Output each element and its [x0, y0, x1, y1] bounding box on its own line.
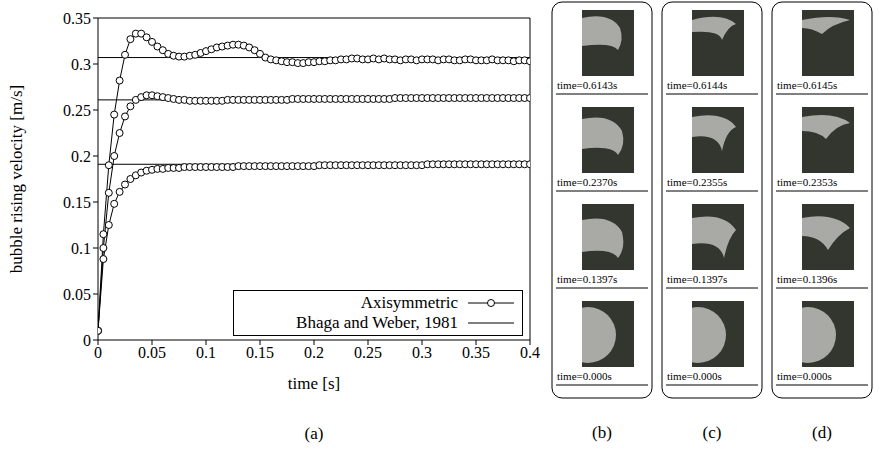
- svg-text:0.3: 0.3: [412, 344, 432, 361]
- svg-text:0.3: 0.3: [71, 56, 91, 73]
- svg-text:0: 0: [94, 344, 102, 361]
- svg-text:time=0.1396s: time=0.1396s: [777, 273, 837, 285]
- svg-text:time=0.6144s: time=0.6144s: [667, 79, 727, 91]
- svg-text:0.05: 0.05: [63, 286, 91, 303]
- svg-text:(b): (b): [592, 423, 612, 442]
- svg-text:time=0.2353s: time=0.2353s: [777, 176, 837, 188]
- svg-text:time=0.2355s: time=0.2355s: [667, 176, 727, 188]
- svg-text:0.35: 0.35: [63, 10, 91, 27]
- html-text:Axisymmetric: Axisymmetric: [360, 293, 458, 312]
- svg-text:0: 0: [83, 332, 91, 349]
- svg-text:0.25: 0.25: [63, 102, 91, 119]
- svg-text:(d): (d): [812, 423, 832, 442]
- svg-text:(c): (c): [703, 423, 722, 442]
- svg-text:0.4: 0.4: [520, 344, 540, 361]
- svg-text:time=0.6143s: time=0.6143s: [557, 79, 617, 91]
- svg-text:time=0.1397s: time=0.1397s: [667, 273, 727, 285]
- svg-text:time=0.2370s: time=0.2370s: [557, 176, 617, 188]
- svg-text:0.15: 0.15: [246, 344, 274, 361]
- svg-text:0.1: 0.1: [71, 240, 91, 257]
- svg-text:0.35: 0.35: [462, 344, 490, 361]
- svg-text:time [s]: time [s]: [288, 374, 340, 393]
- svg-text:time=0.000s: time=0.000s: [667, 370, 722, 382]
- svg-text:time=0.000s: time=0.000s: [557, 370, 612, 382]
- svg-text:time=0.1397s: time=0.1397s: [557, 273, 617, 285]
- svg-text:time=0.000s: time=0.000s: [777, 370, 832, 382]
- svg-text:0.2: 0.2: [71, 148, 91, 165]
- svg-text:0.1: 0.1: [196, 344, 216, 361]
- svg-text:bubble rising velocity [m/s]: bubble rising velocity [m/s]: [7, 85, 26, 273]
- svg-text:time=0.6145s: time=0.6145s: [777, 79, 837, 91]
- svg-text:0.25: 0.25: [354, 344, 382, 361]
- svg-text:0.15: 0.15: [63, 194, 91, 211]
- html-text:(a): (a): [304, 424, 324, 443]
- svg-text:0.2: 0.2: [304, 344, 324, 361]
- svg-text:0.05: 0.05: [138, 344, 166, 361]
- html-text:Bhaga and Weber, 1981: Bhaga and Weber, 1981: [296, 313, 458, 332]
